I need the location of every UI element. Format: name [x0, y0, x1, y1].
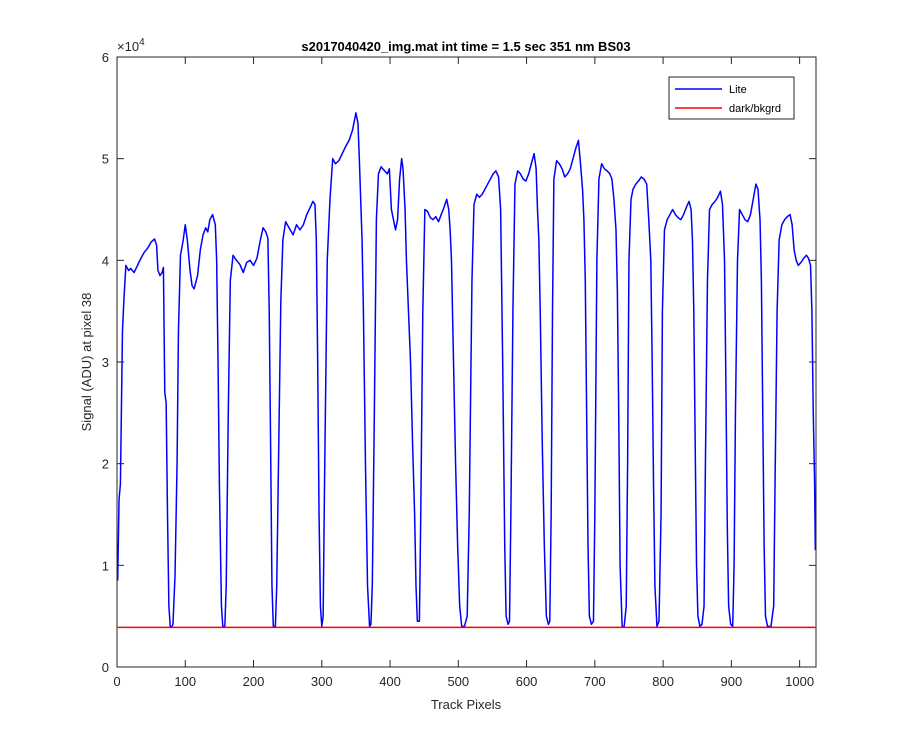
y-tick-label: 4 — [102, 253, 109, 268]
plot-area — [117, 57, 816, 667]
y-tick-label: 1 — [102, 558, 109, 573]
chart-title: s2017040420_img.mat int time = 1.5 sec 3… — [301, 39, 630, 54]
legend-label-lite: Lite — [729, 84, 747, 96]
legend-box — [668, 76, 795, 120]
y-tick-label: 3 — [102, 355, 109, 370]
x-tick-label: 100 — [174, 674, 196, 689]
y-tick-label: 6 — [102, 50, 109, 65]
x-tick-label: 500 — [447, 674, 469, 689]
series-layer — [116, 112, 817, 629]
x-axis-label: Track Pixels — [431, 697, 502, 712]
y-exponent-base: ×10 — [117, 39, 139, 54]
y-exponent-label: ×104 — [117, 37, 145, 54]
y-tick-label: 0 — [102, 660, 109, 675]
x-tick-label: 600 — [516, 674, 538, 689]
x-tick-label: 400 — [379, 674, 401, 689]
y-tick-label: 5 — [102, 152, 109, 167]
legend-label-dark-bkgrd: dark/bkgrd — [729, 103, 781, 115]
x-tick-label: 700 — [584, 674, 606, 689]
legend: Lite dark/bkgrd — [668, 76, 795, 120]
y-exponent-power: 4 — [139, 37, 145, 48]
y-tick-label: 2 — [102, 457, 109, 472]
x-axis-ticks: 0 100 200 300 400 500 600 700 800 900 1000 — [113, 57, 814, 689]
x-tick-label: 800 — [652, 674, 674, 689]
x-tick-label: 300 — [311, 674, 333, 689]
y-axis-ticks: 0 1 2 3 4 5 6 — [102, 50, 816, 675]
x-tick-label: 900 — [721, 674, 743, 689]
x-tick-label: 200 — [243, 674, 265, 689]
x-tick-label: 0 — [113, 674, 120, 689]
y-axis-label: Signal (ADU) at pixel 38 — [79, 293, 94, 432]
series-line-lite — [116, 112, 817, 629]
x-tick-label: 1000 — [785, 674, 814, 689]
